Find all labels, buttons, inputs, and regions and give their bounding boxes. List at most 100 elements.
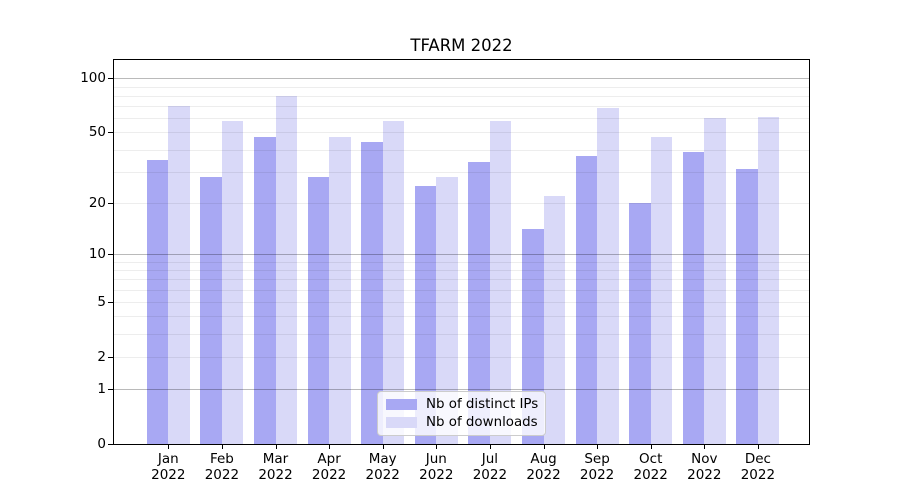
y-tick-label: 50: [88, 124, 106, 141]
x-tick-label-month: Feb: [209, 451, 234, 467]
bar-downloads-nov: [704, 118, 726, 444]
x-tick-label-year: 2022: [204, 466, 240, 483]
x-tick-label-month: Dec: [744, 451, 771, 467]
y-tick: [108, 356, 113, 358]
x-tick-label: Sep 2022: [567, 451, 627, 483]
x-tick: [704, 445, 706, 449]
x-tick-label-month: Nov: [691, 451, 718, 467]
x-tick-label-year: 2022: [365, 466, 400, 483]
y-tick: [108, 389, 113, 391]
bar-downloads-sep: [597, 108, 619, 444]
x-tick: [650, 445, 652, 449]
x-tick: [489, 445, 491, 449]
x-tick-label-month: May: [368, 451, 397, 467]
x-tick-label-month: Jul: [481, 451, 499, 467]
gridline-minor: [114, 106, 809, 108]
y-tick-label: 0: [97, 436, 106, 452]
bar-ips-jun: [414, 185, 437, 444]
gridline-minor: [114, 334, 809, 336]
x-tick-label-month: Aug: [530, 451, 557, 467]
x-tick-label-year: 2022: [526, 466, 561, 483]
bar-ips-may: [361, 142, 383, 444]
bar-downloads-may: [382, 120, 405, 444]
gridline-minor: [114, 95, 809, 97]
y-tick-label: 10: [88, 245, 106, 262]
bar-ips-feb: [200, 177, 222, 444]
x-tick-label-month: Jun: [425, 451, 447, 467]
x-tick: [757, 445, 759, 449]
gridline-minor: [114, 118, 809, 120]
x-tick: [275, 445, 277, 449]
x-tick: [382, 445, 384, 449]
bar-ips-aug: [522, 229, 544, 444]
gridline-major: [114, 389, 809, 391]
x-tick-label: Dec 2022: [728, 451, 788, 483]
x-tick-label: Apr 2022: [299, 451, 359, 483]
gridline-minor: [114, 171, 809, 173]
y-tick-label: 1: [97, 381, 106, 398]
y-tick: [108, 202, 113, 204]
bar-downloads-aug: [543, 195, 565, 444]
bar-downloads-mar: [275, 95, 297, 444]
chart-title: TFARM 2022: [410, 36, 513, 55]
x-tick-label-month: Apr: [317, 451, 341, 467]
y-tick: [108, 78, 113, 80]
x-tick-label-month: Oct: [639, 451, 663, 467]
x-tick-label: Feb 2022: [192, 451, 252, 483]
x-tick-label: Jul 2022: [460, 451, 520, 483]
y-tick: [108, 302, 113, 304]
gridline-minor: [114, 356, 809, 358]
gridline-minor: [114, 289, 809, 291]
gridline-minor: [114, 302, 809, 304]
x-tick-label: Oct 2022: [621, 451, 681, 483]
x-tick-label-year: 2022: [311, 466, 347, 483]
gridline-minor: [114, 132, 809, 134]
bar-downloads-jul: [489, 120, 512, 444]
x-tick-label: Nov 2022: [674, 451, 734, 483]
legend-entry-downloads: Nb of downloads: [386, 414, 538, 430]
bar-ips-mar: [254, 137, 276, 444]
legend-entry-ips: Nb of distinct IPs: [386, 397, 539, 413]
bar-downloads-oct: [650, 137, 673, 444]
gridline-minor: [114, 86, 809, 88]
gridline-minor: [114, 261, 809, 263]
bar-ips-sep: [575, 155, 598, 444]
legend-swatch: [386, 416, 417, 428]
bar-ips-nov: [682, 151, 705, 444]
legend-label: Nb of distinct IPs: [426, 397, 539, 413]
bar-downloads-feb: [221, 120, 244, 444]
gridline-minor: [114, 149, 809, 151]
x-tick: [543, 445, 545, 449]
gridline-minor: [114, 316, 809, 318]
x-tick-label-month: Sep: [584, 451, 610, 467]
x-tick: [168, 445, 170, 449]
bar-downloads-apr: [329, 137, 351, 444]
bar-downloads-jun: [436, 177, 458, 444]
gridline-major: [114, 78, 809, 80]
x-tick-label-year: 2022: [151, 466, 186, 483]
y-tick-label: 20: [88, 194, 106, 211]
x-tick-label-year: 2022: [740, 466, 776, 483]
bars-layer: [114, 60, 809, 444]
gridline-minor: [114, 202, 809, 204]
y-tick: [108, 253, 113, 255]
x-tick-label-month: Mar: [262, 451, 289, 467]
x-tick-label-year: 2022: [687, 466, 722, 483]
y-tick-label: 5: [97, 294, 106, 311]
y-tick-label: 100: [80, 70, 106, 87]
legend-label: Nb of downloads: [426, 414, 538, 430]
bar-ips-jan: [146, 160, 169, 444]
x-tick-label-year: 2022: [472, 466, 508, 483]
gridline-major: [114, 253, 809, 255]
gridline-minor: [114, 279, 809, 281]
x-tick-label: Jan 2022: [138, 451, 198, 483]
bar-ips-dec: [736, 169, 758, 444]
bar-downloads-jan: [168, 106, 190, 444]
x-tick-label-year: 2022: [419, 466, 454, 483]
x-tick: [329, 445, 331, 449]
bar-downloads-dec: [757, 116, 780, 444]
x-tick: [597, 445, 599, 449]
y-tick: [108, 132, 113, 134]
x-tick-label: Jun 2022: [406, 451, 466, 483]
